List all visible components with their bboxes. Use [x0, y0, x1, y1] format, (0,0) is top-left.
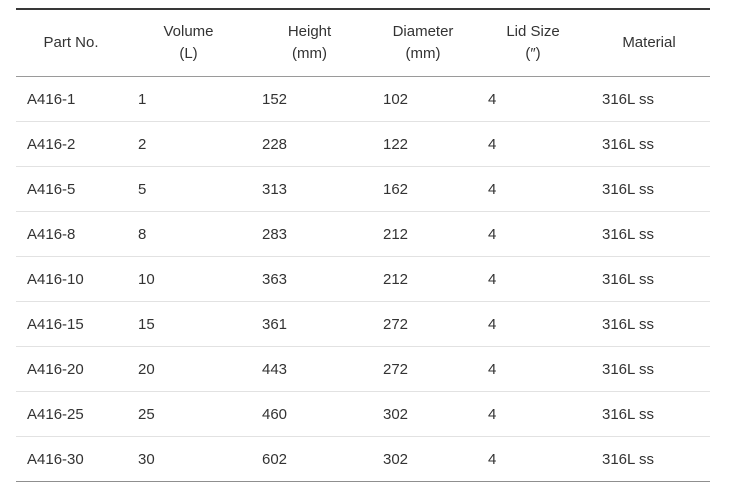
header-row: Part No. Volume (L) Height (mm) Diameter… — [16, 9, 710, 77]
cell-part-no: A416-8 — [16, 211, 126, 257]
cell-material: 316L ss — [602, 450, 654, 468]
col-header-volume: Volume (L) — [126, 9, 251, 77]
cell-material: 316L ss — [588, 391, 710, 437]
cell-height: 443 — [251, 346, 368, 392]
cell-part-no: A416-2 — [16, 121, 126, 167]
cell-height: 363 — [251, 256, 368, 302]
cell-height: 602 — [262, 450, 288, 468]
cell-part-no: A416-15 — [16, 301, 126, 347]
cell-part-no: A416-25 — [16, 391, 126, 437]
cell-height: 152 — [251, 76, 368, 122]
cell-material: 316L ss — [588, 211, 710, 257]
cell-part-no: A416-1 — [16, 76, 126, 122]
col-header-label: Diameter — [392, 23, 454, 41]
cell-material: 316L ss — [588, 121, 710, 167]
cell-diameter: 212 — [368, 256, 478, 302]
cell-diameter: 302 — [383, 450, 409, 468]
cell-lid-size: 4 — [478, 256, 588, 302]
cell-volume: 25 — [126, 391, 251, 437]
cell-volume: 20 — [126, 346, 251, 392]
cell-diameter: 272 — [368, 301, 478, 347]
cell-lid-size: 4 — [478, 76, 588, 122]
cell-diameter: 122 — [368, 121, 478, 167]
table-header: Part No. Volume (L) Height (mm) Diameter… — [16, 9, 710, 77]
cell-lid-size: 4 — [478, 391, 588, 437]
table-row: A416-2 2 228 122 4 316L ss — [16, 121, 710, 167]
spec-table: Part No. Volume (L) Height (mm) Diameter… — [16, 8, 710, 482]
cell-volume: 30 — [138, 450, 155, 468]
cell-material: 316L ss — [588, 76, 710, 122]
cell-volume: 2 — [126, 121, 251, 167]
cell-lid-size: 4 — [478, 121, 588, 167]
cell-height: 361 — [251, 301, 368, 347]
cell-part-no: A416-10 — [16, 256, 126, 302]
cell-lid-size: 4 — [478, 301, 588, 347]
cell-material: 316L ss — [588, 346, 710, 392]
col-header-unit: (mm) — [292, 45, 327, 62]
cell-volume: 10 — [126, 256, 251, 302]
cell-part-no: A416-20 — [16, 346, 126, 392]
cell-diameter: 102 — [368, 76, 478, 122]
col-header-label: Material — [622, 34, 676, 52]
table-row: A416-10 10 363 212 4 316L ss — [16, 256, 710, 302]
col-header-label: Part No. — [43, 34, 99, 52]
col-header-diameter: Diameter (mm) — [368, 9, 478, 77]
table-row: A416-8 8 283 212 4 316L ss — [16, 211, 710, 257]
col-header-height: Height (mm) — [251, 9, 368, 77]
cell-height: 313 — [251, 166, 368, 212]
cell-diameter: 302 — [368, 391, 478, 437]
col-header-label: Height — [287, 23, 332, 41]
col-header-label: Volume — [163, 23, 214, 41]
cell-material: 316L ss — [588, 256, 710, 302]
cell-diameter: 272 — [368, 346, 478, 392]
cell-volume: 8 — [126, 211, 251, 257]
cell-height: 228 — [251, 121, 368, 167]
cell-height: 460 — [251, 391, 368, 437]
cell-part-no: A416-5 — [16, 166, 126, 212]
cell-lid-size: 4 — [478, 211, 588, 257]
table-row: A416-20 20 443 272 4 316L ss — [16, 346, 710, 392]
col-header-material: Material — [588, 9, 710, 77]
table-body: A416-1 1 152 102 4 316L ss A416-2 2 228 … — [16, 76, 710, 482]
table-row: A416-30 30 602 302 4 316L ss — [16, 437, 710, 482]
cell-lid-size: 4 — [488, 450, 497, 468]
col-header-unit: (mm) — [405, 45, 441, 62]
col-header-part-no: Part No. — [16, 9, 126, 77]
col-header-unit: (″) — [525, 45, 541, 62]
cell-material: 316L ss — [588, 301, 710, 347]
cell-lid-size: 4 — [478, 166, 588, 212]
table-row: A416-1 1 152 102 4 316L ss — [16, 76, 710, 122]
col-header-lid-size: Lid Size (″) — [478, 9, 588, 77]
col-header-unit: (L) — [179, 45, 198, 62]
cell-diameter: 212 — [368, 211, 478, 257]
cell-volume: 15 — [126, 301, 251, 347]
cell-diameter: 162 — [368, 166, 478, 212]
cell-material: 316L ss — [588, 166, 710, 212]
cell-part-no: A416-30 — [27, 450, 84, 468]
cell-lid-size: 4 — [478, 346, 588, 392]
cell-height: 283 — [251, 211, 368, 257]
cell-volume: 1 — [126, 76, 251, 122]
table-row: A416-25 25 460 302 4 316L ss — [16, 391, 710, 437]
col-header-label: Lid Size — [506, 23, 560, 41]
cell-volume: 5 — [126, 166, 251, 212]
table-row: A416-15 15 361 272 4 316L ss — [16, 301, 710, 347]
table-row: A416-5 5 313 162 4 316L ss — [16, 166, 710, 212]
